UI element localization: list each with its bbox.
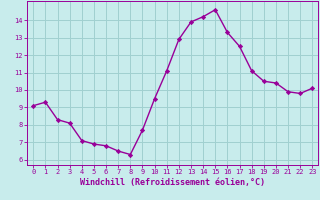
X-axis label: Windchill (Refroidissement éolien,°C): Windchill (Refroidissement éolien,°C)	[80, 178, 265, 187]
